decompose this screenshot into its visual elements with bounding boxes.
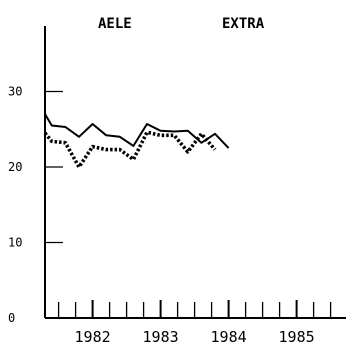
y-tick-label: 30 bbox=[8, 85, 22, 99]
y-tick-label: 20 bbox=[8, 160, 22, 174]
x-tick-label: 1983 bbox=[143, 328, 179, 346]
legend: AELE EXTRA bbox=[98, 16, 265, 32]
x-tick-label: 1982 bbox=[75, 328, 111, 346]
y-tick-label: 10 bbox=[8, 236, 22, 250]
series-line-aele bbox=[44, 113, 230, 149]
y-tick-label: 0 bbox=[8, 311, 15, 325]
x-ticks: 1982 1983 1984 1985 bbox=[57, 300, 332, 346]
legend-label-extra: EXTRA bbox=[222, 16, 265, 32]
series-line-extra bbox=[43, 130, 217, 169]
x-tick-label: 1985 bbox=[279, 328, 315, 346]
x-tick-label: 1984 bbox=[211, 328, 247, 346]
series-layer bbox=[43, 113, 230, 169]
axes bbox=[44, 26, 346, 319]
y-ticks: 0 10 20 30 bbox=[8, 85, 63, 325]
legend-label-aele: AELE bbox=[98, 16, 132, 32]
